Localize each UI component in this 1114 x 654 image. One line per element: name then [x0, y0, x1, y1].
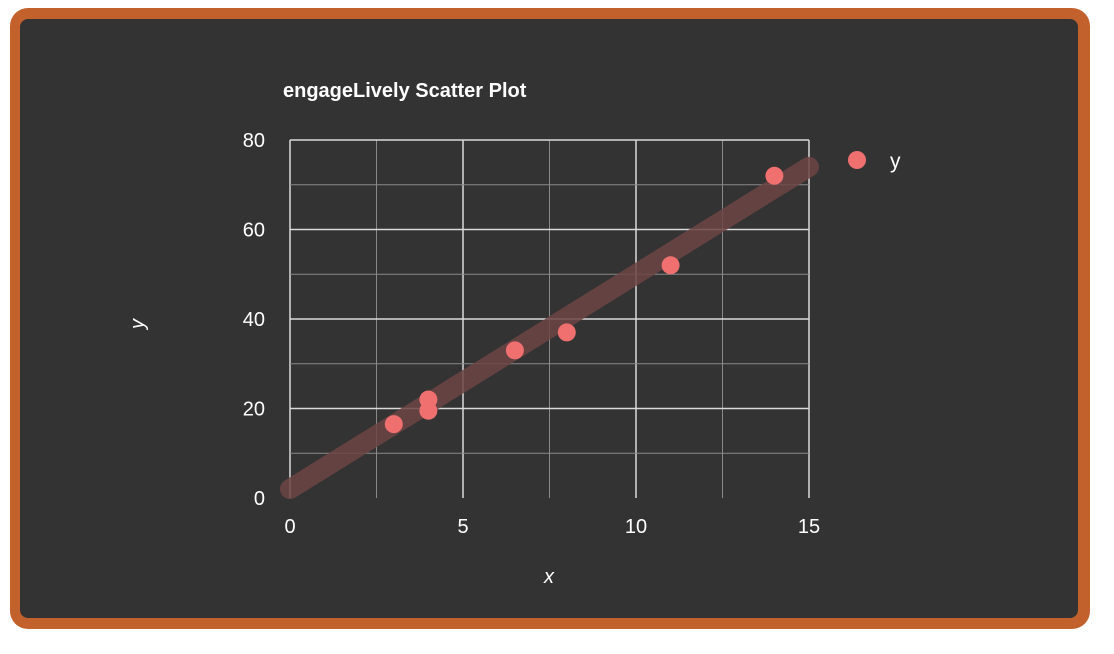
data-point[interactable]	[384, 415, 403, 434]
data-point[interactable]	[557, 323, 576, 342]
chart-frame: engageLively Scatter Plot 0 5 10 15 0 20 40 60…	[10, 8, 1090, 629]
chart-title: engageLively Scatter Plot	[283, 80, 527, 102]
x-axis-label: x	[543, 566, 555, 588]
trendline-group	[280, 156, 819, 500]
y-tick-label: 40	[243, 309, 265, 331]
y-axis-label: y	[127, 318, 149, 331]
legend-label: y	[890, 150, 901, 173]
y-tick-label: 80	[243, 130, 265, 152]
y-tick-label: 20	[243, 399, 265, 421]
data-points	[384, 166, 784, 434]
data-point[interactable]	[419, 390, 438, 409]
scatter-chart: engageLively Scatter Plot 0 5 10 15 0 20 40 60…	[127, 80, 901, 588]
x-tick-label: 0	[284, 516, 295, 538]
data-point[interactable]	[661, 256, 680, 275]
x-tick-label: 10	[625, 516, 647, 538]
x-tick-labels: 0 5 10 15	[284, 516, 820, 538]
y-tick-label: 0	[254, 488, 265, 510]
y-tick-label: 60	[243, 220, 265, 242]
x-tick-label: 15	[798, 516, 820, 538]
data-point[interactable]	[505, 341, 524, 360]
data-point[interactable]	[765, 166, 784, 185]
trendline	[280, 156, 819, 500]
legend-marker-icon	[848, 151, 866, 169]
chart-panel: engageLively Scatter Plot 0 5 10 15 0 20 40 60…	[20, 19, 1078, 618]
legend: y	[848, 150, 901, 173]
y-tick-labels: 0 20 40 60 80	[243, 130, 265, 510]
x-tick-label: 5	[457, 516, 468, 538]
